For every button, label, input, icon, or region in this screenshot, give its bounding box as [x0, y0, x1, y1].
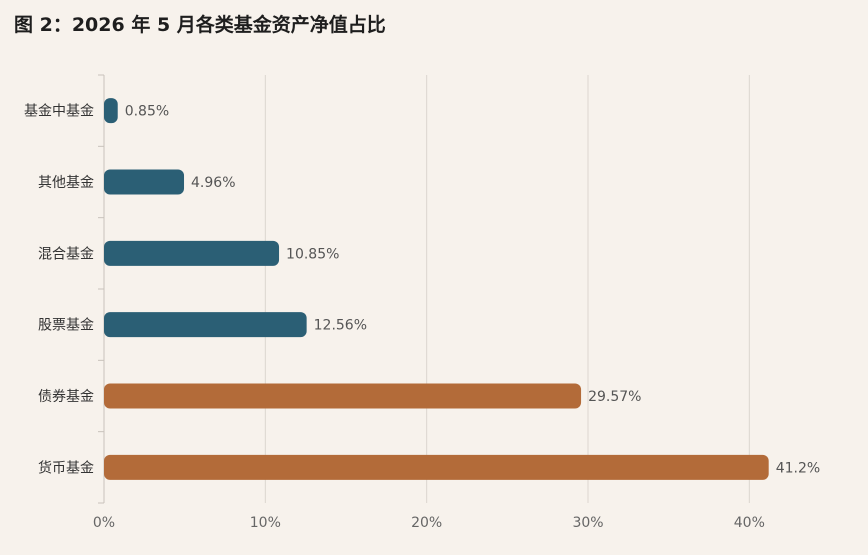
- value-label: 0.85%: [125, 104, 169, 120]
- category-label: 股票基金: [38, 317, 94, 334]
- category-label: 基金中基金: [24, 103, 94, 120]
- bar: [104, 383, 582, 409]
- category-label: 债券基金: [38, 388, 94, 405]
- value-label: 29.57%: [588, 389, 641, 405]
- label-layer: 0% 10% 20% 30% 40% 基金中基金 0.85% 其他基金 4.96% 混合基金 10.…: [24, 103, 820, 531]
- x-tick-label: 0%: [93, 515, 115, 531]
- chart-title: 图 2：2026 年 5 月各类基金资产净值占比: [14, 14, 386, 36]
- category-label: 货币基金: [38, 459, 94, 476]
- x-tick-label: 20%: [411, 515, 442, 531]
- value-label: 41.2%: [776, 460, 820, 476]
- bar: [104, 169, 185, 195]
- x-tick-label: 10%: [250, 515, 281, 531]
- bar: [104, 98, 118, 124]
- x-tick-label: 30%: [572, 515, 603, 531]
- category-label: 混合基金: [38, 245, 94, 262]
- category-label: 其他基金: [38, 174, 94, 191]
- value-label: 12.56%: [314, 318, 367, 334]
- x-tick-label: 40%: [734, 515, 765, 531]
- axis-layer: [98, 74, 105, 504]
- grid-layer: [264, 75, 750, 503]
- bar: [104, 454, 769, 480]
- bar: [104, 240, 280, 266]
- value-label: 10.85%: [286, 246, 339, 262]
- value-label: 4.96%: [191, 175, 235, 191]
- bar-layer: [104, 98, 769, 480]
- bar: [104, 312, 307, 338]
